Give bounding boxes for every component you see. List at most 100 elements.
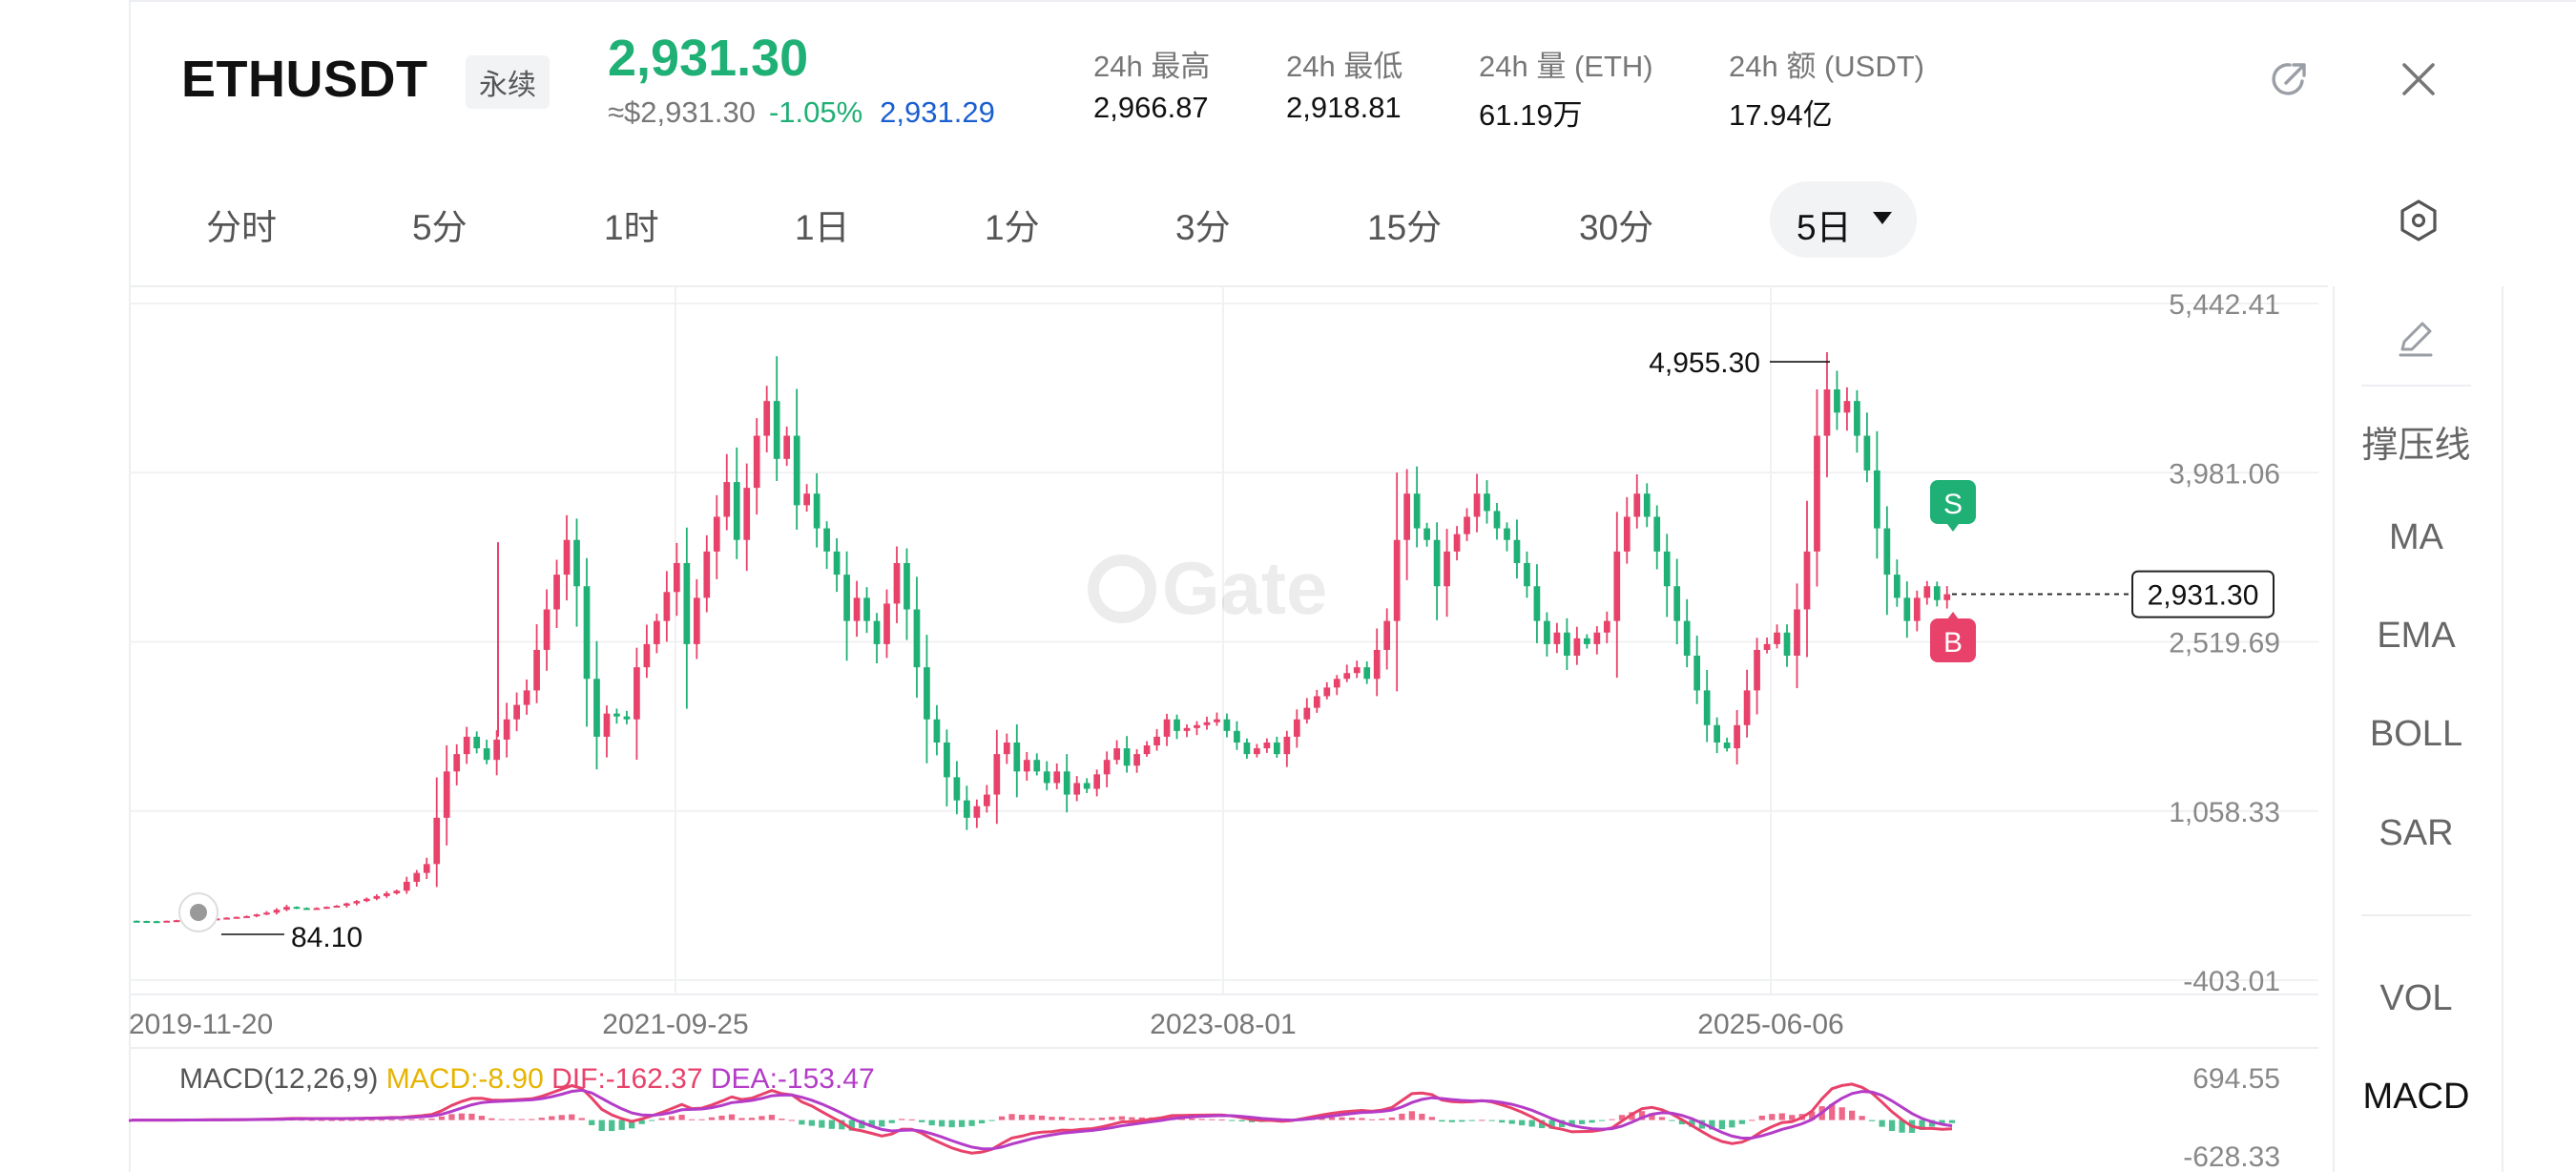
macd-histogram-bar [1519,1120,1526,1126]
candle [1593,626,1601,655]
tf-3m[interactable]: 3分 [1175,208,1231,247]
macd-histogram-bar [1118,1116,1126,1120]
candle [723,453,731,531]
candle [1043,761,1050,791]
candle [813,472,821,548]
tf-5m[interactable]: 5分 [412,208,467,247]
candle-body [223,917,230,920]
candle [243,915,250,918]
tf-time-sharing[interactable]: 分时 [206,208,277,247]
chart-settings-icon[interactable] [2397,199,2441,242]
macd-histogram-bar [1589,1120,1595,1123]
candle [1803,500,1811,658]
candle-body [133,920,140,923]
candle [1643,483,1651,528]
candle [1303,698,1311,724]
candle [323,906,330,910]
candle [973,799,981,828]
y-tick-label: 5,442.41 [2169,289,2280,321]
macd-histogram-bar [1508,1120,1515,1124]
candle-body [1283,736,1291,755]
candle-body [673,562,680,593]
macd-histogram-bar [1238,1120,1245,1121]
sell-marker-text: S [1943,489,1963,520]
candle-body [1734,724,1740,749]
candle [1283,730,1291,767]
macd-histogram-bar [658,1118,665,1120]
side-item-ema[interactable]: EMA [2377,616,2456,656]
candle [1313,689,1320,713]
price-subline: ≈$2,931.30 -1.05% 2,931.29 [608,95,995,130]
candle [953,761,961,815]
gate-watermark: Gate [1088,546,1327,630]
x-tick-label: 2019-11-20 [129,1009,273,1040]
candle [1234,721,1240,750]
candle-body [1033,760,1041,772]
stat-value: 2,966.87 [1093,91,1209,124]
candle [1093,769,1101,797]
macd-histogram-bar [1778,1113,1785,1120]
macd-histogram-bar [1939,1120,1945,1125]
side-item-sar[interactable]: SAR [2379,813,2454,853]
candle-body [1303,707,1311,720]
candle-body [173,920,180,923]
side-item-boll[interactable]: BOLL [2369,714,2463,754]
candle [1343,664,1351,682]
macd-histogram-bar [958,1120,966,1127]
candle [1703,669,1711,743]
macd-histogram-bar [799,1120,805,1125]
side-item-macd[interactable]: MACD [2362,1077,2470,1117]
macd-histogram-bar [919,1120,925,1122]
candle-body [1363,667,1371,680]
pencil-draw-icon[interactable] [2393,315,2439,361]
panel-divider [2361,914,2471,916]
share-icon[interactable] [2266,55,2314,103]
candle [1723,738,1731,752]
candle [1504,522,1510,552]
tf-15m[interactable]: 15分 [1367,208,1443,247]
candles [133,351,1951,924]
watermark-text: Gate [1162,546,1327,630]
tf-30m[interactable]: 30分 [1579,208,1654,247]
tf-1m[interactable]: 1分 [985,208,1040,247]
tf-1h[interactable]: 1时 [604,208,659,247]
tf-1d[interactable]: 1日 [795,208,850,247]
side-item-support-resistance[interactable]: 撑压线 [2361,426,2471,466]
candle [273,908,280,915]
macd-histogram-bar [1709,1120,1715,1130]
side-item-ma[interactable]: MA [2389,517,2443,557]
side-item-vol[interactable]: VOL [2379,978,2453,1018]
macd-histogram-bar [1638,1111,1646,1120]
window-top-border [129,0,2576,2]
price-annotations: 4,955.30 84.10 2,931.30 S B [178,347,2275,953]
candle-body [1393,539,1401,621]
candle [463,726,470,764]
candle-body [733,482,740,540]
close-icon[interactable] [2397,57,2441,101]
candle-body [654,620,660,644]
candle [833,538,841,593]
candle [1323,681,1331,700]
candle [1403,469,1411,580]
candle-body [293,907,301,910]
macd-histogram-bar [768,1115,776,1120]
macd-histogram-bar [1229,1120,1236,1121]
candle [1783,624,1791,667]
macd-histogram-bar [988,1120,995,1121]
candle-body [543,609,551,650]
candle-body [1383,620,1391,650]
candle-body [1123,748,1131,766]
candle-body [1863,435,1871,471]
candle-body [713,516,720,552]
tf-5d-dropdown[interactable]: 5日 [1770,181,1917,258]
macd-histogram-bar [1948,1120,1956,1123]
macd-histogram-bar [708,1117,716,1120]
candle-body [663,592,671,621]
candle [823,521,830,570]
caret-down-icon [1873,212,1892,224]
macd-histogram-bar [1388,1117,1396,1120]
candle-body [373,895,381,899]
candle [1524,551,1530,598]
macd-histogram-bar [1738,1120,1745,1124]
